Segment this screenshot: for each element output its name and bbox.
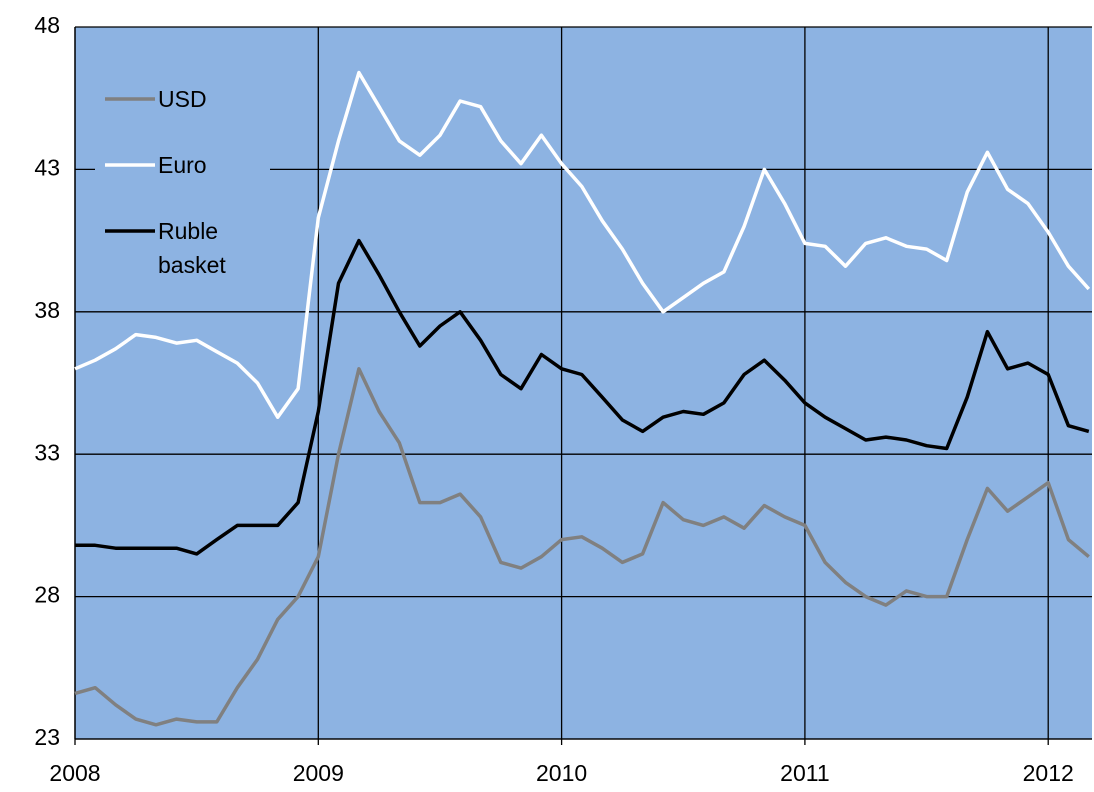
series-line [74,367,1090,727]
x-tick-label: 2011 [780,760,829,786]
series-line [74,70,1091,419]
legend-label: Euro [158,152,207,178]
legend-box [95,70,270,285]
y-tick-label: 48 [34,12,60,38]
y-tick-label: 28 [34,582,60,608]
legend-label: USD [158,86,207,112]
x-tick-label: 2010 [536,760,587,786]
x-tick-label: 2008 [49,760,100,786]
y-tick-label: 43 [34,154,60,180]
y-tick-label: 23 [34,724,60,750]
x-tick-label: 2012 [1023,760,1074,786]
series-line [75,238,1090,556]
y-tick-label: 33 [34,439,60,465]
legend-label: Ruble basket [158,218,226,278]
y-tick-label: 38 [34,297,60,323]
x-tick-label: 2009 [293,760,344,786]
